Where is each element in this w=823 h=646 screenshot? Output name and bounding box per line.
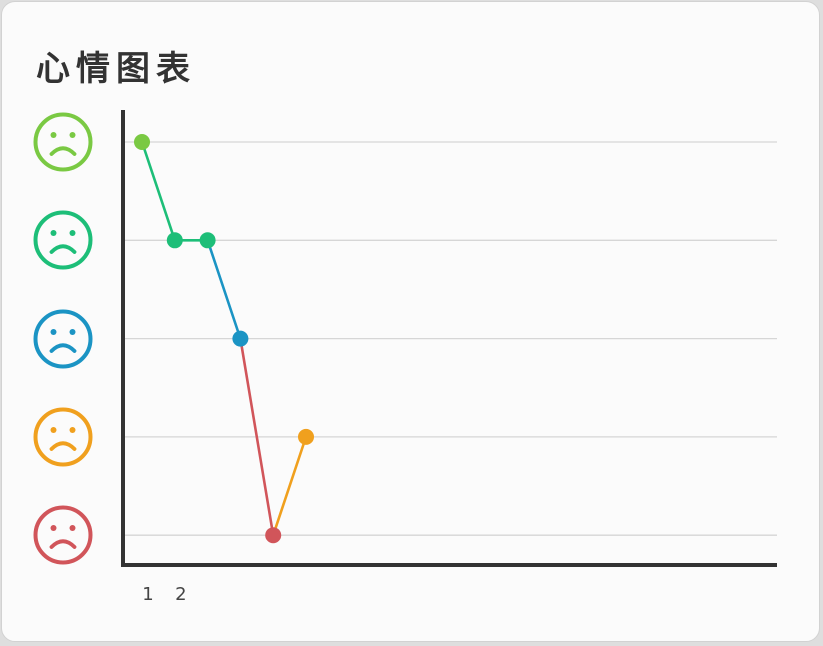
data-point: [265, 527, 282, 544]
chart-title: 心情图表: [36, 49, 196, 89]
series-line-segment: [239, 337, 275, 537]
series-line-segment: [140, 140, 177, 242]
sad-face-icon: [32, 209, 94, 271]
data-point: [232, 330, 249, 347]
x-tick-label: 1: [142, 584, 153, 605]
sad-face-icon: [32, 406, 94, 468]
sad-face-icon: [32, 504, 94, 566]
data-point: [298, 428, 314, 445]
series-line-segment: [271, 435, 308, 537]
sad-face-icon: [32, 111, 94, 173]
data-point: [134, 134, 150, 150]
data-point: [166, 232, 183, 249]
data-point: [199, 232, 216, 249]
series-line-segment: [206, 239, 242, 340]
x-tick-label: 2: [175, 584, 186, 605]
sad-face-icon: [32, 308, 94, 370]
